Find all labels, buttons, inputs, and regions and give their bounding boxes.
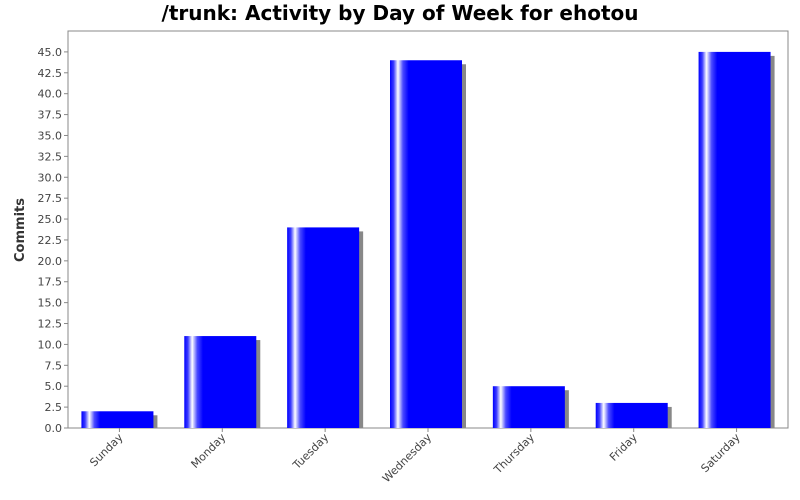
y-tick-label: 10.0 <box>38 338 63 351</box>
y-tick-label: 35.0 <box>38 129 63 142</box>
x-tick-label: Wednesday <box>380 431 435 486</box>
y-tick-label: 27.5 <box>38 192 63 205</box>
bar-saturday <box>698 51 771 428</box>
x-tick-label: Sunday <box>87 431 126 470</box>
y-tick-label: 40.0 <box>38 88 63 101</box>
x-tick-label: Monday <box>188 431 228 471</box>
bar-sunday <box>81 411 154 428</box>
x-tick-label: Saturday <box>698 431 743 476</box>
x-axis: Sunday Monday Tuesday Wednesday Thursday Frid… <box>87 428 743 485</box>
y-tick-label: 7.5 <box>45 359 63 372</box>
bar-monday <box>184 336 257 428</box>
bar-tuesday <box>287 227 360 428</box>
x-tick-label: Friday <box>607 431 640 464</box>
y-tick-label: 15.0 <box>38 297 63 310</box>
y-tick-label: 0.0 <box>45 422 63 435</box>
y-tick-label: 45.0 <box>38 46 63 59</box>
y-tick-label: 5.0 <box>45 380 63 393</box>
y-tick-label: 2.5 <box>45 401 63 414</box>
chart-title: /trunk: Activity by Day of Week for ehot… <box>162 1 639 25</box>
y-axis: 0.0 2.5 5.0 7.5 10.0 12.5 15.0 17.5 20.0 22.5 25.0… <box>38 46 68 435</box>
y-tick-label: 25.0 <box>38 213 63 226</box>
bar-friday <box>595 402 668 428</box>
bar-thursday <box>492 386 565 428</box>
x-tick-label: Thursday <box>491 431 537 477</box>
y-tick-label: 22.5 <box>38 234 63 247</box>
y-tick-label: 20.0 <box>38 255 63 268</box>
x-tick-label: Tuesday <box>290 431 332 473</box>
y-tick-label: 30.0 <box>38 171 63 184</box>
y-axis-label: Commits <box>13 198 28 262</box>
y-tick-label: 32.5 <box>38 150 63 163</box>
bars <box>81 51 775 429</box>
y-tick-label: 37.5 <box>38 109 63 122</box>
y-tick-label: 17.5 <box>38 276 63 289</box>
y-tick-label: 12.5 <box>38 318 63 331</box>
bar-wednesday <box>390 60 462 429</box>
y-tick-label: 42.5 <box>38 67 63 80</box>
